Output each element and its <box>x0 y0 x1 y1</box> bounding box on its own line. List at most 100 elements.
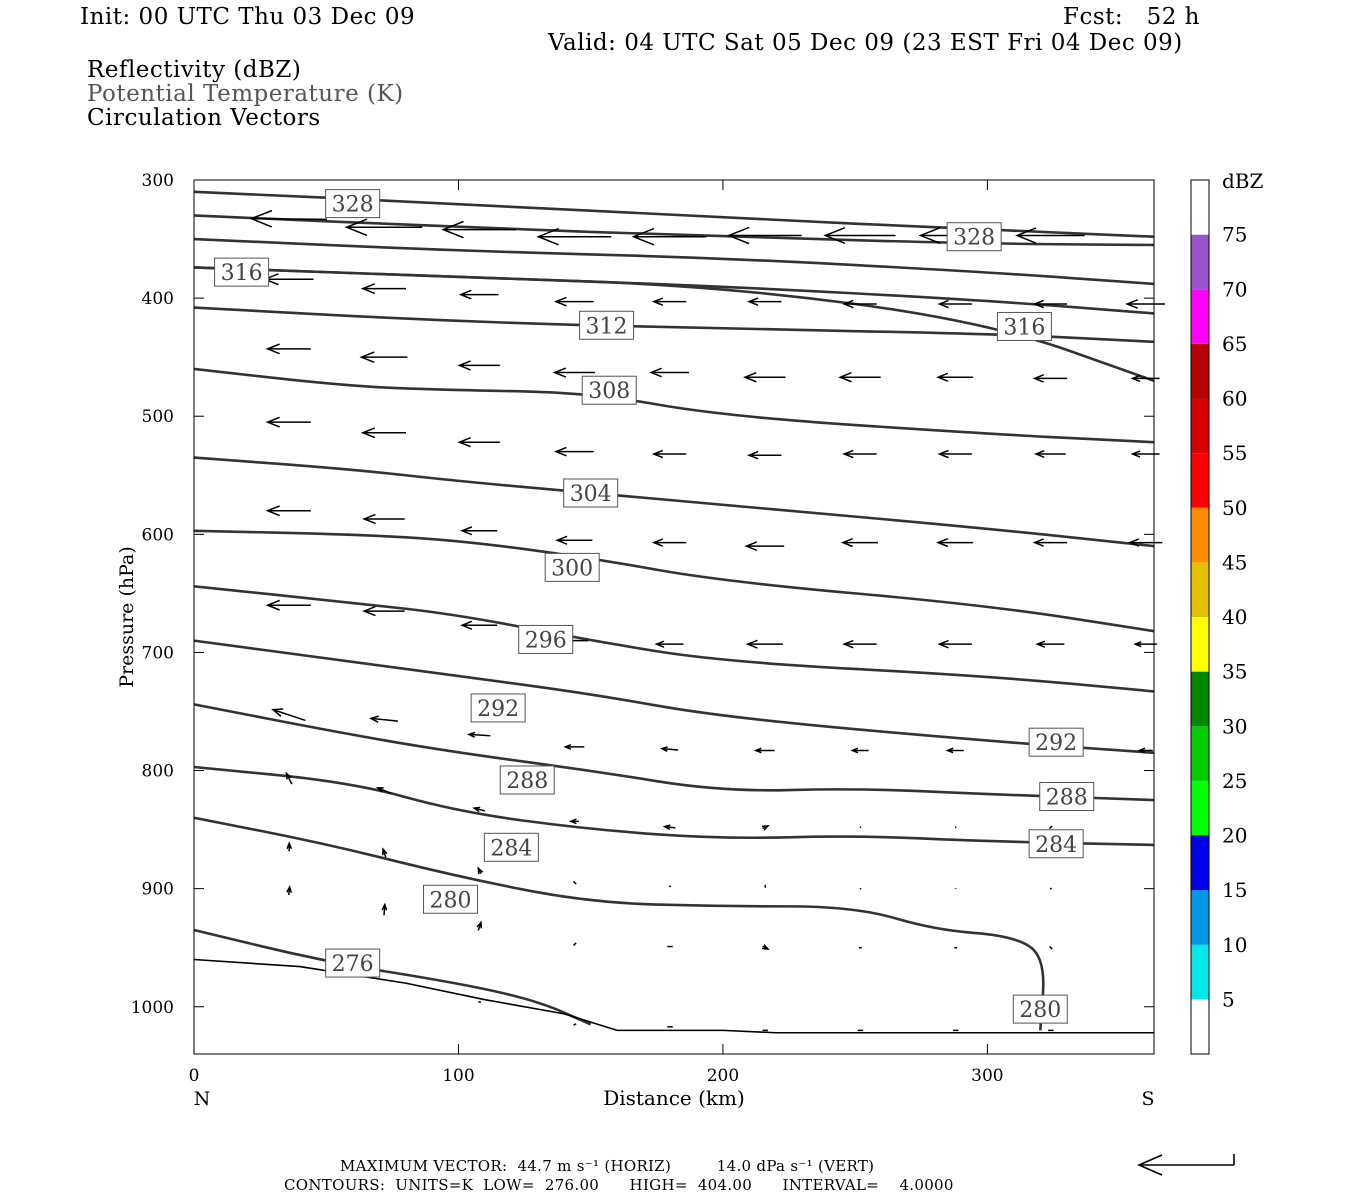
colorbar-swatch <box>1191 343 1209 399</box>
circulation-vector <box>572 880 577 885</box>
circulation-vector <box>1125 299 1165 309</box>
isentrope-label: 308 <box>581 375 637 405</box>
circulation-vector <box>668 885 672 888</box>
circulation-vector <box>937 639 972 649</box>
colorbar-swatch <box>1191 671 1209 727</box>
x-axis-title: Distance (km) <box>603 1086 745 1110</box>
circulation-vector <box>1035 640 1065 648</box>
y-tick-label: 500 <box>142 407 174 427</box>
circulation-vector <box>360 427 407 439</box>
contours-note: CONTOURS: UNITS=K LOW= 276.00 HIGH= 404.… <box>284 1176 954 1194</box>
svg-text:328: 328 <box>953 226 995 251</box>
colorbar-unit: dBZ <box>1222 169 1264 193</box>
colorbar-swatch <box>1191 944 1209 1000</box>
colorbar-swatch <box>1191 835 1209 891</box>
isentrope-label: 280 <box>423 884 479 914</box>
dbz-colorbar: 5 10 15 20 25 30 35 40 45 50 55 60 65 70 75 <box>1190 179 1247 1055</box>
svg-text:292: 292 <box>477 697 519 722</box>
circulation-vector <box>381 847 388 858</box>
circulation-vector <box>842 639 877 649</box>
isentrope-328 <box>193 190 1155 238</box>
circulation-vector <box>1048 945 1053 950</box>
field-reflectivity: Reflectivity (dBZ) <box>87 57 302 83</box>
y-tick-label: 900 <box>142 880 174 900</box>
isentrope-288 <box>193 703 1155 802</box>
colorbar-level-label: 5 <box>1222 987 1235 1011</box>
circulation-vector <box>1049 887 1053 890</box>
circulation-vector <box>840 537 878 548</box>
circulation-vector <box>662 824 676 831</box>
circulation-vector <box>1137 747 1153 754</box>
circulation-vector <box>1015 227 1085 244</box>
isentrope-304 <box>193 456 1155 548</box>
colorbar-level-label: 65 <box>1222 332 1247 356</box>
svg-text:300: 300 <box>551 556 593 581</box>
colorbar-level-label: 55 <box>1222 441 1247 465</box>
isentrope-284 <box>193 765 1155 847</box>
isentrope-308 <box>193 367 1155 444</box>
isentrope-label: 316 <box>996 311 1052 341</box>
circulation-vector <box>842 449 877 459</box>
circulation-vector <box>568 818 579 825</box>
svg-text:284: 284 <box>490 836 532 861</box>
circulation-vector <box>362 605 405 617</box>
isentrope-280 <box>193 816 1045 1031</box>
isentrope-label-layer: 328 328 316 316 312 308 304 300 296 292 292 288 288 2… <box>214 189 1095 1024</box>
x-end-label-south: S <box>1141 1088 1154 1110</box>
isentrope-label: 292 <box>470 693 526 723</box>
isentrope-label: 280 <box>1012 994 1068 1024</box>
isentrope-label: 284 <box>1028 829 1084 859</box>
circulation-vector <box>654 640 684 648</box>
circulation-vector <box>937 299 972 309</box>
svg-text:316: 316 <box>221 261 263 286</box>
x-end-label-north: N <box>194 1088 211 1110</box>
circulation-vector <box>458 289 499 300</box>
x-tick-label: 300 <box>971 1066 1003 1086</box>
isentrope-324 <box>193 214 1155 247</box>
colorbar-swatch <box>1191 289 1209 344</box>
circulation-vector <box>1033 450 1066 459</box>
circulation-vector <box>553 296 594 307</box>
circulation-vector <box>265 599 311 611</box>
isentrope-label: 288 <box>1039 782 1095 812</box>
isentrope-label: 304 <box>563 478 619 508</box>
colorbar-frame <box>1190 179 1210 1055</box>
circulation-vector <box>753 747 775 754</box>
isentrope-label: 296 <box>518 624 574 654</box>
circulation-vector <box>381 902 388 916</box>
svg-text:288: 288 <box>1046 786 1088 811</box>
circulation-vector <box>651 297 687 306</box>
circulation-vector <box>573 1023 577 1026</box>
circulation-vector <box>285 771 293 785</box>
circulation-vector <box>823 227 896 245</box>
circulation-vector <box>850 747 869 754</box>
colorbar-level-label: 20 <box>1222 824 1247 848</box>
isentrope-296 <box>193 584 1155 693</box>
colorbar-swatch <box>1191 507 1209 563</box>
circulation-vector <box>360 283 407 295</box>
circulation-vector <box>460 526 498 536</box>
circulation-vector <box>744 541 785 552</box>
svg-text:288: 288 <box>506 769 548 794</box>
x-tick-label: 0 <box>189 1066 200 1086</box>
circulation-vector <box>271 708 306 722</box>
circulation-vector <box>1133 641 1157 648</box>
circulation-vector <box>553 446 594 457</box>
circulation-vector <box>1032 374 1068 383</box>
circulation-vector <box>460 620 498 630</box>
isentrope-292 <box>193 639 1155 755</box>
y-tick-label: 800 <box>142 762 174 782</box>
circulation-vector <box>1130 374 1160 383</box>
colorbar-level-label: 15 <box>1222 878 1247 902</box>
colorbar-level-label: 75 <box>1222 223 1247 247</box>
y-tick-label: 700 <box>142 643 174 663</box>
circulation-vector <box>651 538 687 547</box>
colorbar-level-label: 25 <box>1222 769 1247 793</box>
circulation-vector <box>945 747 964 754</box>
svg-text:296: 296 <box>525 628 567 653</box>
circulation-vector <box>838 372 881 383</box>
circulation-vector <box>476 920 483 931</box>
circulation-vector <box>1032 299 1068 309</box>
svg-text:280: 280 <box>1019 998 1061 1023</box>
circulation-vector <box>649 367 689 378</box>
